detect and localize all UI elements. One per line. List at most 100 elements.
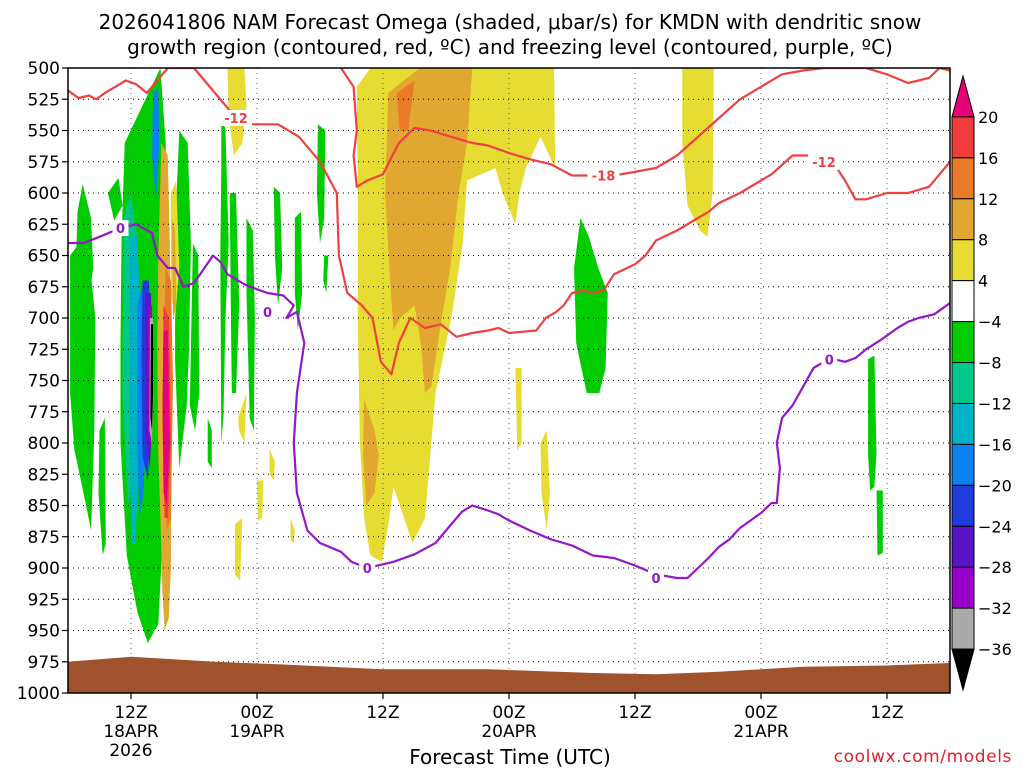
y-tick-label-975: 975 <box>28 653 60 673</box>
omega-region-17 <box>876 490 883 556</box>
red-contour-label-1: -12 <box>812 156 836 171</box>
omega-region-43 <box>396 80 415 131</box>
y-tick-label-800: 800 <box>28 434 60 454</box>
colorbar-bin-5 <box>951 280 975 323</box>
x-tick-label-66: 00Z <box>744 703 777 723</box>
colorbar-bin-0 <box>951 74 975 118</box>
y-tick-label-700: 700 <box>28 309 60 329</box>
colorbar-label-6: −8 <box>978 354 1002 373</box>
grid-layer <box>68 68 950 693</box>
omega-region-3 <box>98 418 106 556</box>
omega-region-11 <box>273 186 283 306</box>
omega-region-37 <box>540 430 550 531</box>
colorbar-label-7: −12 <box>978 394 1012 413</box>
purple-contour-label-3: 0 <box>651 572 660 587</box>
colorbar-label-9: −20 <box>978 476 1012 495</box>
x-tick-date-66: 21APR <box>733 722 789 742</box>
colorbar-label-2: 12 <box>978 190 998 209</box>
purple-contour-label-1: 0 <box>263 306 272 321</box>
colorbar-label-5: −4 <box>978 313 1002 332</box>
y-tick-label-1000: 1000 <box>17 684 60 704</box>
y-tick-label-725: 725 <box>28 340 60 360</box>
omega-region-38 <box>385 68 473 393</box>
credit-text: coolwx.com/models <box>834 747 1012 767</box>
purple-contour-label-2: 0 <box>363 562 372 577</box>
y-tick-label-900: 900 <box>28 559 60 579</box>
colorbar-label-4: 4 <box>978 272 988 291</box>
colorbar-label-13: −36 <box>978 640 1012 659</box>
x-tick-date-42: 20APR <box>481 722 537 742</box>
colorbar-bin-11 <box>951 525 975 568</box>
colorbar-label-10: −24 <box>978 517 1012 536</box>
purple-contour-label-bg-0 <box>112 220 129 236</box>
omega-region-36 <box>515 368 522 451</box>
y-tick-label-750: 750 <box>28 372 60 392</box>
omega-region-6 <box>189 243 200 431</box>
purple-contour-label-bg-2 <box>359 560 376 576</box>
omega-region-45 <box>162 330 170 506</box>
y-tick-label-625: 625 <box>28 215 60 235</box>
x-tick-label-54: 12Z <box>618 703 651 723</box>
x-tick-label-18: 00Z <box>240 703 273 723</box>
omega-region-29 <box>238 393 247 443</box>
red-contour-label-0: -12 <box>224 112 248 127</box>
x-tick-year-6: 2026 <box>109 741 152 761</box>
colorbar-bin-6 <box>951 321 975 364</box>
x-tick-label-78: 12Z <box>870 703 903 723</box>
x-tick-label-30: 12Z <box>366 703 399 723</box>
omega-region-7 <box>220 111 229 444</box>
omega-region-13 <box>316 124 326 243</box>
terrain-fill <box>68 656 950 693</box>
chart-title-line2: growth region (contoured, red, ºC) and f… <box>127 35 893 59</box>
terrain-layer <box>68 656 950 693</box>
colorbar-bin-8 <box>951 402 975 445</box>
purple-contour-label-bg-3 <box>648 570 664 586</box>
y-tick-label-850: 850 <box>28 497 60 517</box>
purple-contour-label-0: 0 <box>116 222 125 237</box>
purple-contour-label-bg-4 <box>821 351 838 368</box>
omega-region-0 <box>70 233 96 531</box>
colorbar-label-8: −16 <box>978 435 1012 454</box>
red-contour-label-2: -18 <box>592 170 616 185</box>
x-tick-label-42: 00Z <box>492 703 525 723</box>
omega-region-26 <box>150 324 154 431</box>
contour-label-layer: -12 -12 -18 0 0 0 0 0 <box>112 110 840 587</box>
omega-region-12 <box>294 211 303 331</box>
y-tick-label-675: 675 <box>28 278 60 298</box>
colorbar-bin-1 <box>951 116 975 159</box>
colorbar-bin-7 <box>951 362 975 404</box>
omega-region-10 <box>246 218 255 431</box>
colorbar-label-0: 20 <box>978 108 998 127</box>
colorbar-bin-4 <box>951 239 975 282</box>
y-tick-label-925: 925 <box>28 590 60 610</box>
colorbar-label-1: 16 <box>978 149 998 168</box>
y-tick-label-525: 525 <box>28 90 60 110</box>
purple-contour-label-bg-1 <box>259 303 276 320</box>
y-axis: 500 525 550 575 600 625 650 675 700 725 750 775 800 8… <box>17 59 68 704</box>
colorbar: 20 16 12 8 4 −4 −8 −12 −16 −20 −24 −28 −32 −36 <box>951 74 1012 692</box>
colorbar-bin-12 <box>951 566 975 609</box>
chart-title-line1: 2026041806 NAM Forecast Omega (shaded, μ… <box>99 10 922 34</box>
omega-region-35 <box>682 68 714 237</box>
omega-region-14 <box>323 255 329 293</box>
omega-region-9 <box>207 418 212 468</box>
omega-region-33 <box>269 449 275 481</box>
colorbar-label-11: −28 <box>978 558 1012 577</box>
colorbar-bin-2 <box>951 157 975 200</box>
y-tick-label-950: 950 <box>28 622 60 642</box>
omega-region-16 <box>868 355 877 491</box>
purple-contour-0 <box>68 223 950 580</box>
omega-region-8 <box>229 193 240 393</box>
colorbar-label-12: −32 <box>978 599 1012 618</box>
omega-region-5 <box>175 130 191 468</box>
red-contour-label-bg-0 <box>220 110 252 126</box>
y-tick-label-825: 825 <box>28 465 60 485</box>
y-tick-label-575: 575 <box>28 153 60 173</box>
y-tick-label-875: 875 <box>28 528 60 548</box>
x-tick-date-18: 19APR <box>229 722 285 742</box>
omega-region-15 <box>574 218 608 393</box>
red-contour-label-bg-2 <box>587 167 620 184</box>
y-tick-label-550: 550 <box>28 122 60 142</box>
